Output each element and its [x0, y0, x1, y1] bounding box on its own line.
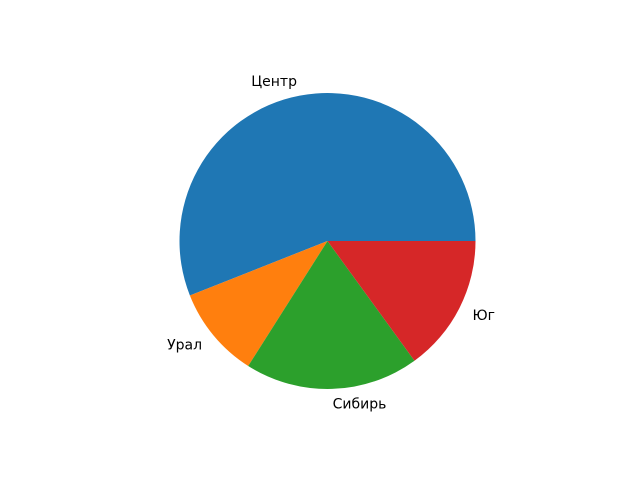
pie-slice-siberia — [248, 241, 415, 389]
pie-label-ural: Урал — [167, 338, 202, 354]
pie-label-south: Юг — [473, 308, 495, 324]
pie-label-siberia: Сибирь — [333, 397, 387, 413]
pie-slice-south — [327, 241, 476, 361]
pie-slice-ural — [189, 241, 328, 366]
pie-slice-center — [179, 93, 476, 296]
pie-label-center: Центр — [251, 74, 297, 90]
